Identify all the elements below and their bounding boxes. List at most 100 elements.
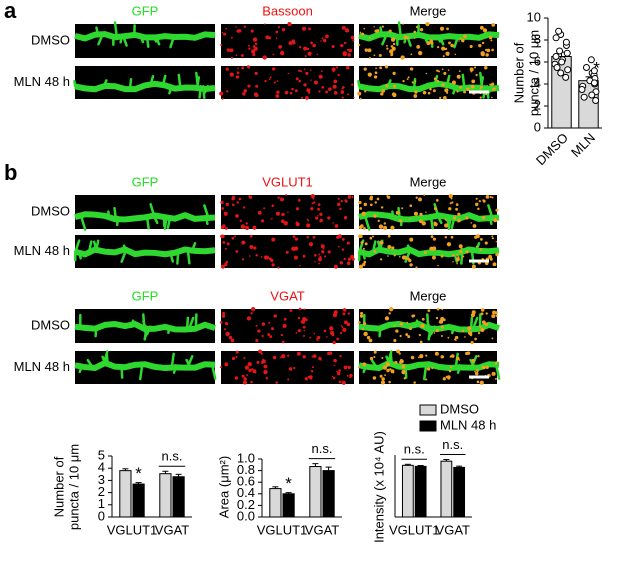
puncta [318,90,321,93]
puncta [306,88,311,93]
puncta [373,54,376,57]
puncta [451,254,455,257]
puncta [480,51,485,56]
dendrite [74,211,216,223]
puncta [311,202,314,205]
puncta [320,244,325,249]
puncta [281,212,285,217]
puncta [235,350,239,354]
puncta [372,376,377,380]
puncta [276,90,280,94]
puncta [401,255,407,260]
puncta [248,45,250,47]
puncta [478,325,481,327]
bar [401,464,414,518]
puncta [252,225,257,230]
puncta [373,350,377,354]
puncta [470,70,473,73]
puncta [319,212,323,216]
puncta [235,75,240,79]
puncta [324,255,327,258]
puncta [401,364,406,369]
puncta [285,250,289,254]
puncta [406,321,409,324]
puncta [256,360,260,364]
puncta [320,70,323,72]
puncta [369,356,374,361]
dendrite [358,211,500,223]
puncta [379,258,383,261]
puncta [298,79,302,83]
y-axis-label: Number of [51,456,66,517]
puncta [448,79,450,81]
micrograph [219,349,354,385]
puncta [280,50,285,56]
puncta [359,234,363,239]
puncta [231,196,235,201]
puncta [357,366,361,369]
puncta [318,253,321,256]
puncta [409,217,411,220]
x-tick-label: DMSO [533,130,571,168]
puncta [456,90,459,93]
puncta [289,309,293,313]
puncta [271,67,276,71]
puncta [491,82,495,86]
puncta [406,36,410,40]
puncta [224,322,229,326]
puncta [426,367,431,371]
puncta [306,223,311,228]
puncta [443,95,447,100]
puncta [379,66,383,70]
puncta [362,247,365,250]
puncta [268,257,272,261]
y-tick-label: 0 [98,508,105,523]
puncta [373,75,378,79]
puncta [309,336,312,339]
puncta [372,235,374,238]
puncta [406,257,410,261]
puncta [399,322,404,326]
puncta [419,354,424,359]
puncta [440,335,443,338]
puncta [366,335,371,340]
data-point [555,27,563,35]
puncta [477,332,481,335]
puncta [412,314,416,317]
puncta [420,323,425,328]
row-label: DMSO [31,317,70,332]
puncta [342,237,345,241]
puncta [316,53,319,56]
puncta [436,69,439,72]
puncta [438,321,441,324]
puncta [313,80,318,85]
y-tick-label: 3 [98,472,105,487]
puncta [432,237,437,241]
puncta [331,333,335,337]
data-point [552,53,560,60]
bar [309,466,322,518]
panel-label: b [4,160,17,185]
column-header: GFP [132,3,159,18]
puncta [455,339,457,342]
puncta [413,30,417,34]
puncta [474,337,477,341]
puncta [446,27,449,31]
puncta [491,371,496,376]
puncta [287,22,292,27]
puncta [223,211,228,216]
puncta [224,362,229,367]
puncta [225,260,229,264]
puncta [367,72,372,77]
micrograph [357,65,500,100]
y-tick-label: 0.6 [237,474,255,489]
puncta [235,250,239,253]
column-header: Merge [410,288,447,303]
puncta [474,235,478,239]
puncta [447,69,450,71]
puncta [295,332,298,334]
puncta [248,195,251,198]
puncta [265,35,270,40]
puncta [425,378,428,381]
puncta [382,365,388,370]
